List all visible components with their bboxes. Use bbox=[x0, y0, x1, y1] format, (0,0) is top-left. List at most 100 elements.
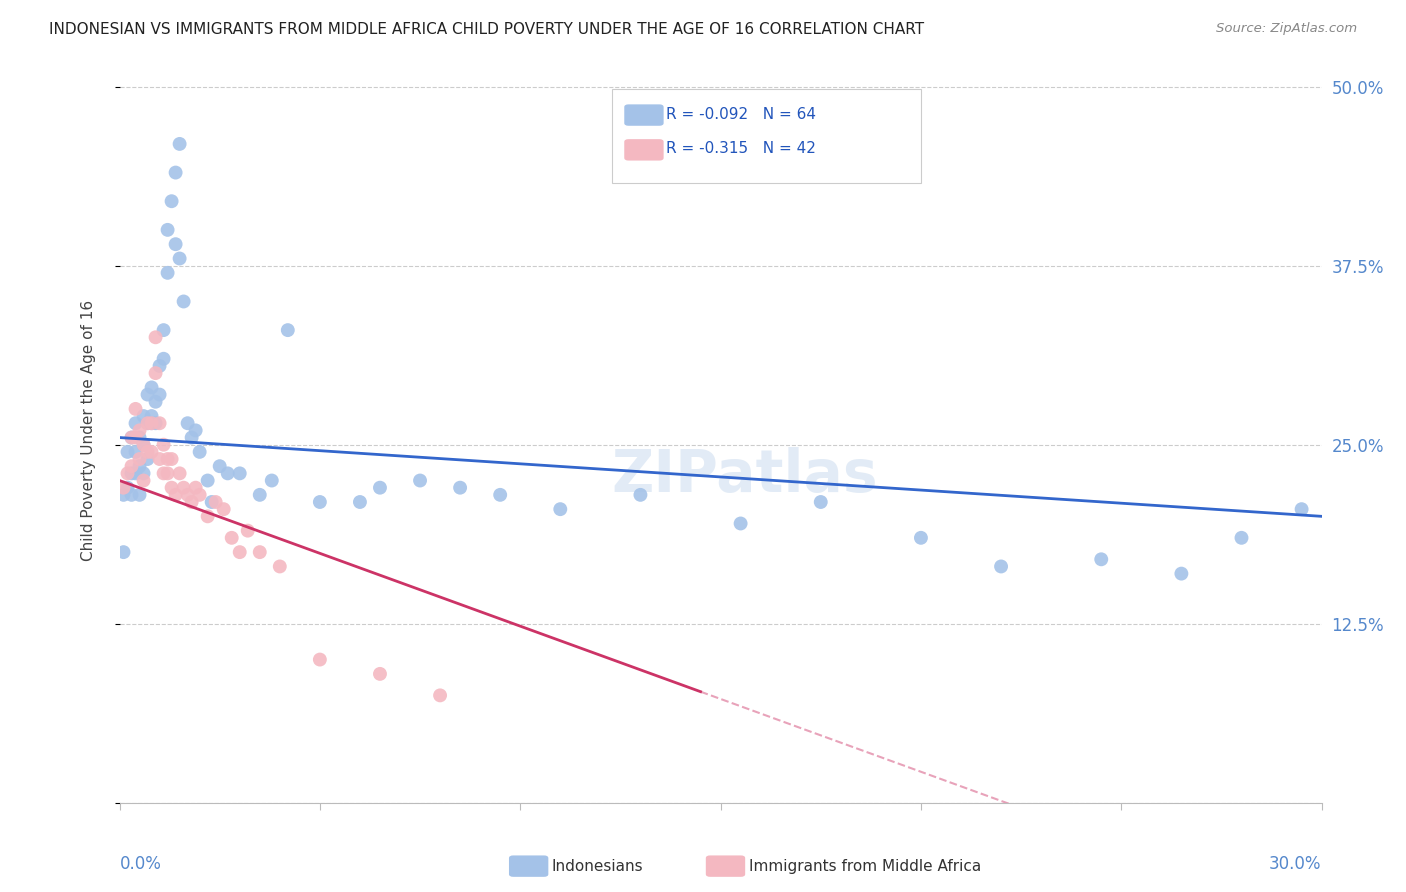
Point bbox=[217, 467, 239, 481]
Point bbox=[136, 387, 159, 401]
Point bbox=[184, 481, 207, 495]
Point bbox=[132, 467, 155, 481]
Point bbox=[132, 474, 155, 488]
Point bbox=[368, 666, 391, 681]
Point bbox=[121, 431, 143, 445]
Point bbox=[128, 452, 150, 467]
Point bbox=[132, 409, 155, 423]
Point bbox=[141, 445, 163, 459]
Point bbox=[188, 445, 211, 459]
Point bbox=[201, 495, 224, 509]
Point bbox=[136, 445, 159, 459]
Point bbox=[149, 452, 172, 467]
Point bbox=[141, 409, 163, 423]
Point bbox=[180, 495, 202, 509]
Point bbox=[145, 416, 167, 430]
Y-axis label: Child Poverty Under the Age of 16: Child Poverty Under the Age of 16 bbox=[82, 300, 96, 561]
Text: INDONESIAN VS IMMIGRANTS FROM MIDDLE AFRICA CHILD POVERTY UNDER THE AGE OF 16 CO: INDONESIAN VS IMMIGRANTS FROM MIDDLE AFR… bbox=[49, 22, 924, 37]
Point bbox=[128, 424, 150, 438]
Point bbox=[176, 488, 198, 502]
Point bbox=[165, 488, 187, 502]
Point bbox=[269, 559, 291, 574]
Point bbox=[489, 488, 512, 502]
Point bbox=[152, 467, 174, 481]
Point bbox=[152, 323, 174, 337]
Point bbox=[160, 194, 183, 209]
Point bbox=[1230, 531, 1253, 545]
Point bbox=[156, 452, 179, 467]
Point bbox=[730, 516, 752, 531]
Point bbox=[121, 467, 143, 481]
Point bbox=[197, 509, 219, 524]
Point bbox=[132, 438, 155, 452]
Point bbox=[221, 531, 243, 545]
Point bbox=[173, 481, 195, 495]
Point bbox=[121, 431, 143, 445]
Point bbox=[117, 445, 139, 459]
Point bbox=[184, 424, 207, 438]
Point bbox=[236, 524, 259, 538]
Point bbox=[132, 438, 155, 452]
Point bbox=[176, 416, 198, 430]
Point bbox=[228, 467, 252, 481]
Point bbox=[145, 394, 167, 409]
Text: 30.0%: 30.0% bbox=[1270, 855, 1322, 873]
Point bbox=[128, 459, 150, 474]
Point bbox=[112, 545, 135, 559]
Text: 0.0%: 0.0% bbox=[120, 855, 162, 873]
Point bbox=[136, 452, 159, 467]
Text: Indonesians: Indonesians bbox=[551, 859, 643, 873]
Point bbox=[910, 531, 932, 545]
Point bbox=[1291, 502, 1313, 516]
Point bbox=[169, 136, 191, 151]
Point bbox=[156, 266, 179, 280]
Point bbox=[149, 416, 172, 430]
Point bbox=[165, 165, 187, 179]
Point bbox=[128, 431, 150, 445]
Point bbox=[156, 223, 179, 237]
Point bbox=[117, 481, 139, 495]
Point bbox=[112, 488, 135, 502]
Point bbox=[149, 359, 172, 373]
Point bbox=[204, 495, 226, 509]
Point bbox=[136, 416, 159, 430]
Point bbox=[309, 652, 332, 666]
Text: R = -0.092   N = 64: R = -0.092 N = 64 bbox=[666, 107, 817, 121]
Text: Immigrants from Middle Africa: Immigrants from Middle Africa bbox=[749, 859, 981, 873]
Point bbox=[197, 474, 219, 488]
Point bbox=[228, 545, 252, 559]
Point bbox=[141, 416, 163, 430]
Point bbox=[160, 481, 183, 495]
Point bbox=[145, 366, 167, 380]
Point bbox=[349, 495, 371, 509]
Point bbox=[449, 481, 471, 495]
Text: R = -0.315   N = 42: R = -0.315 N = 42 bbox=[666, 142, 817, 156]
Point bbox=[124, 445, 146, 459]
Point bbox=[160, 452, 183, 467]
Point bbox=[188, 488, 211, 502]
Point bbox=[208, 459, 231, 474]
Point bbox=[630, 488, 652, 502]
Text: ZIPatlas: ZIPatlas bbox=[612, 447, 877, 504]
Point bbox=[810, 495, 832, 509]
Point bbox=[173, 294, 195, 309]
Point bbox=[149, 387, 172, 401]
Point bbox=[550, 502, 572, 516]
Point bbox=[409, 474, 432, 488]
Point bbox=[152, 351, 174, 366]
Point bbox=[1170, 566, 1192, 581]
Text: Source: ZipAtlas.com: Source: ZipAtlas.com bbox=[1216, 22, 1357, 36]
Point bbox=[136, 416, 159, 430]
Point bbox=[169, 252, 191, 266]
Point bbox=[121, 488, 143, 502]
Point bbox=[145, 330, 167, 344]
Point bbox=[152, 438, 174, 452]
Point bbox=[156, 467, 179, 481]
Point bbox=[124, 401, 146, 416]
Point bbox=[1090, 552, 1112, 566]
Point bbox=[309, 495, 332, 509]
Point bbox=[990, 559, 1012, 574]
Point bbox=[277, 323, 299, 337]
Point bbox=[249, 545, 271, 559]
Point bbox=[165, 237, 187, 252]
